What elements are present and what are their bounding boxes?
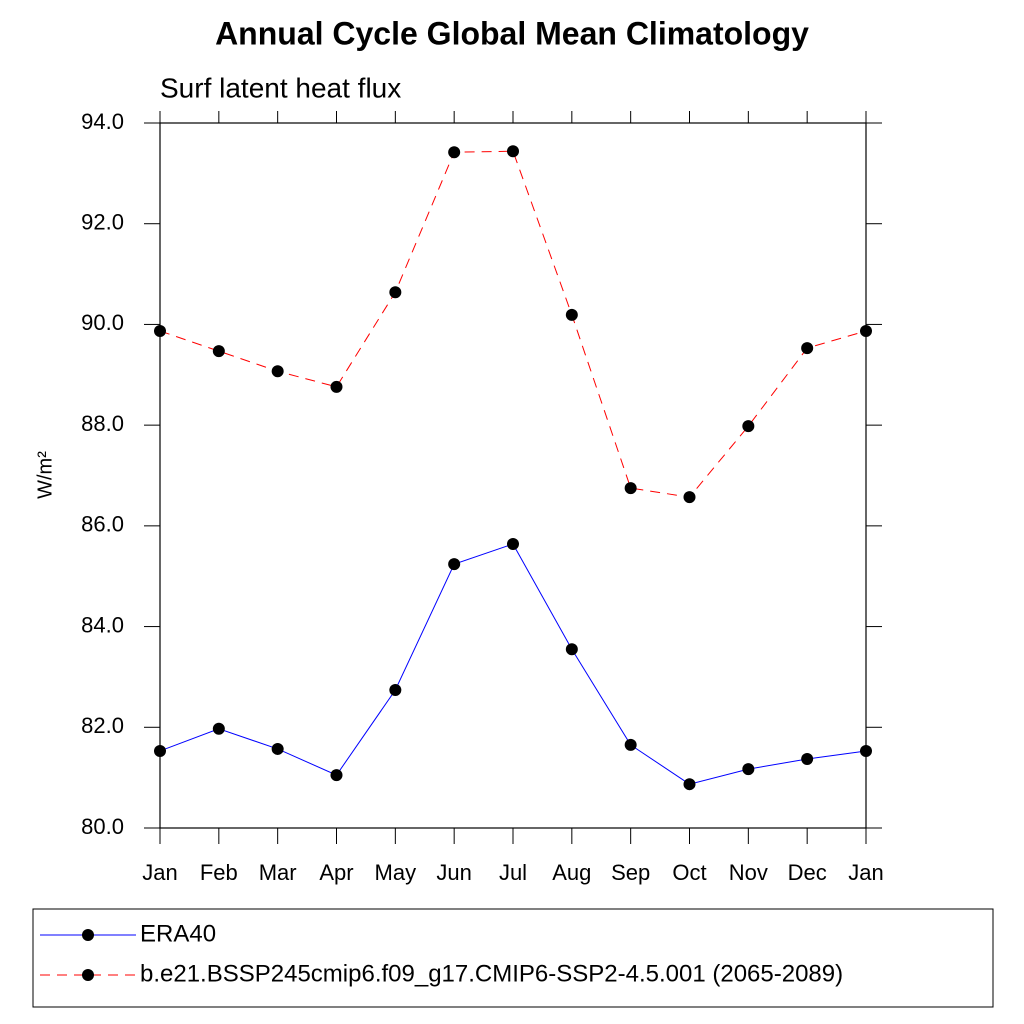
- data-point: [860, 324, 872, 337]
- x-tick-label: Jul: [499, 860, 527, 885]
- data-point: [565, 643, 578, 656]
- data-point: [683, 778, 696, 791]
- data-point: [683, 491, 696, 504]
- data-point: [801, 342, 814, 355]
- y-tick-label: 88.0: [81, 411, 124, 436]
- series-line: [159, 543, 867, 785]
- y-tick-label: 84.0: [81, 612, 124, 637]
- y-tick-label: 92.0: [81, 210, 124, 235]
- x-tick-label: Aug: [552, 860, 591, 885]
- y-tick-label: 94.0: [81, 109, 124, 134]
- x-tick-label: Dec: [788, 860, 827, 885]
- x-tick-label: Feb: [200, 860, 238, 885]
- data-point: [212, 722, 225, 735]
- data-point: [448, 146, 461, 159]
- data-point: [742, 420, 755, 433]
- x-tick-label: Apr: [319, 860, 353, 885]
- data-point: [389, 684, 402, 697]
- legend-marker: [82, 929, 94, 941]
- data-point: [389, 286, 402, 299]
- y-tick-label: 86.0: [81, 512, 124, 537]
- y-tick-label: 90.0: [81, 310, 124, 335]
- x-tick-label: Oct: [672, 860, 706, 885]
- x-tick-label: Jan: [142, 860, 177, 885]
- data-point: [565, 308, 578, 321]
- data-point: [154, 744, 166, 757]
- x-tick-label: Jun: [436, 860, 471, 885]
- data-point: [507, 537, 519, 550]
- y-axis-label: W/m²: [34, 451, 56, 499]
- data-point: [154, 324, 166, 337]
- data-point: [624, 738, 637, 751]
- series-line: [159, 150, 867, 498]
- x-tick-label: Sep: [611, 860, 650, 885]
- x-tick-label: Jan: [848, 860, 883, 885]
- data-point: [330, 380, 343, 393]
- data-point: [742, 763, 755, 776]
- y-tick-label: 80.0: [81, 814, 124, 839]
- legend-label: b.e21.BSSP245cmip6.f09_g17.CMIP6-SSP2-4.…: [140, 960, 843, 987]
- data-point: [860, 744, 872, 757]
- data-point: [448, 558, 461, 571]
- data-point: [212, 345, 225, 358]
- legend-box: [32, 908, 994, 1008]
- data-point: [624, 482, 637, 495]
- legend-marker: [82, 969, 94, 981]
- x-tick-label: Mar: [259, 860, 297, 885]
- plot-frame: [159, 122, 867, 829]
- legend-label: ERA40: [140, 920, 216, 947]
- y-tick-label: 82.0: [81, 713, 124, 738]
- data-point: [801, 753, 814, 766]
- data-point: [330, 769, 343, 782]
- x-tick-label: Nov: [729, 860, 768, 885]
- chart-title: Annual Cycle Global Mean Climatology: [215, 15, 809, 51]
- data-point: [271, 365, 284, 378]
- data-point: [271, 742, 284, 755]
- data-point: [507, 145, 519, 158]
- chart-subtitle: Surf latent heat flux: [160, 72, 401, 103]
- x-tick-label: May: [375, 860, 417, 885]
